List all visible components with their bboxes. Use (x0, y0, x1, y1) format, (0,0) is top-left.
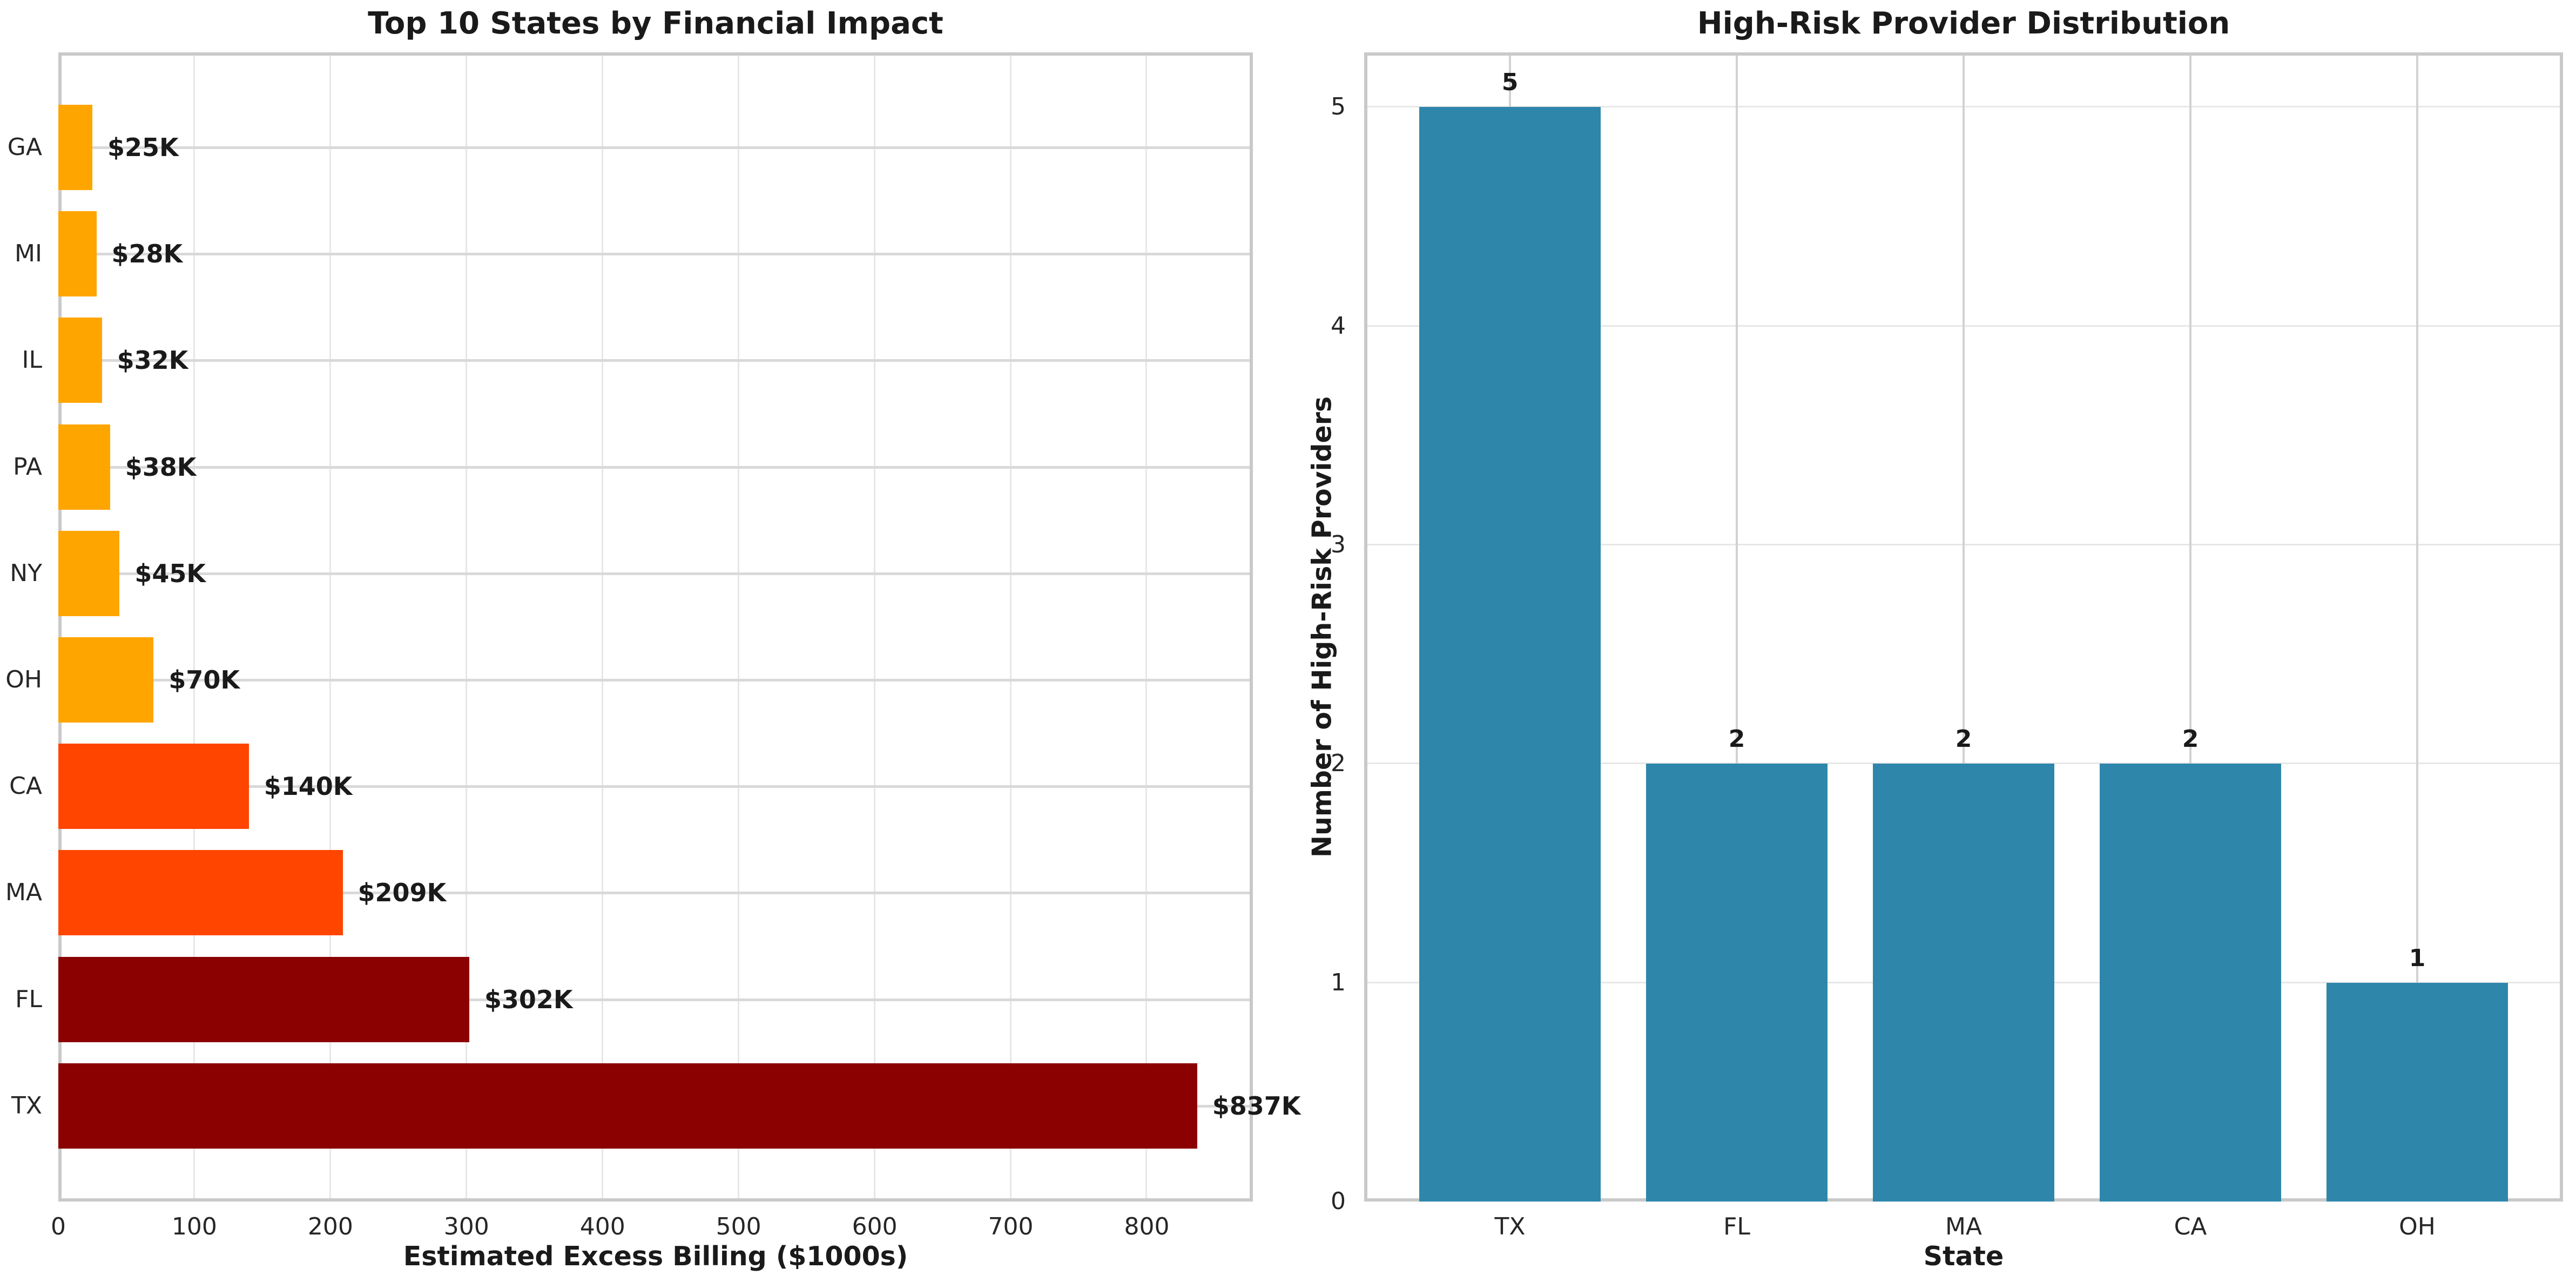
bar-PA (58, 424, 110, 510)
bar-value-label: $837K (1212, 1091, 1301, 1121)
bar-value-label: $25K (107, 133, 179, 162)
bar-value-label: 2 (2182, 725, 2199, 753)
x-tick-label: 100 (171, 1213, 217, 1240)
x-gridline (1009, 52, 1011, 1202)
row-gridline (58, 572, 1253, 575)
x-gridline (465, 52, 467, 1202)
row-gridline (58, 146, 1253, 149)
x-tick-label: CA (2174, 1213, 2207, 1240)
x-tick-label: 400 (579, 1213, 625, 1240)
y-tick-label: MA (5, 879, 42, 907)
y-tick-label: IL (22, 346, 43, 374)
y-tick-label: 4 (1331, 312, 1346, 340)
bar-FL (1646, 764, 1828, 1202)
y-tick-label: 0 (1331, 1187, 1346, 1215)
col-gridline (1963, 52, 1965, 1202)
row-gridline (58, 253, 1253, 256)
plot-border-top (58, 52, 1253, 56)
right-y-axis-label: Number of High-Risk Providers (1306, 396, 1338, 858)
col-gridline (2416, 52, 2418, 1202)
right-x-axis-label: State (1923, 1241, 2004, 1272)
x-tick-label: 700 (988, 1213, 1034, 1240)
bar-NY (58, 530, 120, 616)
x-tick-label: 0 (51, 1213, 66, 1240)
bar-MA (1873, 764, 2054, 1202)
col-gridline (1736, 52, 1738, 1202)
x-gridline (601, 52, 603, 1202)
x-tick-label: FL (1723, 1213, 1750, 1240)
plot-border-left (58, 52, 62, 1202)
bar-value-label: 2 (1955, 725, 1972, 753)
col-gridline (2189, 52, 2191, 1202)
bar-MA (58, 850, 343, 936)
plot-border-right (1250, 52, 1253, 1202)
y-tick-label: FL (15, 985, 42, 1013)
bar-value-label: $209K (358, 878, 447, 908)
row-gridline (58, 892, 1253, 895)
x-gridline (193, 52, 195, 1202)
x-gridline (329, 52, 331, 1202)
bar-TX (1419, 107, 1601, 1202)
y-tick-label: PA (13, 453, 42, 481)
bar-value-label: $70K (168, 665, 240, 694)
bar-CA (58, 744, 249, 829)
bar-CA (2100, 764, 2281, 1202)
x-tick-label: 200 (307, 1213, 353, 1240)
y-tick-label: 2 (1331, 750, 1346, 778)
bar-value-label: $28K (111, 239, 183, 269)
bar-value-label: $38K (125, 452, 197, 482)
bar-value-label: $140K (264, 772, 353, 801)
y-tick-label: 1 (1331, 968, 1346, 996)
row-gridline (58, 359, 1253, 362)
bar-value-label: 1 (2409, 944, 2426, 972)
row-gridline (58, 998, 1253, 1001)
bar-TX (58, 1063, 1197, 1149)
y-tick-label: OH (5, 666, 42, 693)
bar-OH (58, 637, 154, 723)
x-tick-label: TX (1494, 1213, 1526, 1240)
plot-border-top (1364, 52, 2563, 56)
bar-MI (58, 211, 97, 297)
plot-border-right (2560, 52, 2563, 1202)
bar-value-label: $32K (117, 346, 188, 375)
x-tick-label: 500 (716, 1213, 761, 1240)
bar-GA (58, 105, 92, 190)
x-gridline (1145, 52, 1148, 1202)
y-tick-label: CA (9, 772, 42, 800)
y-tick-label: GA (7, 133, 42, 161)
x-tick-label: 300 (443, 1213, 489, 1240)
right-chart-title: High-Risk Provider Distribution (1697, 6, 2230, 41)
bar-OH (2327, 982, 2508, 1202)
row-gridline (58, 679, 1253, 682)
y-tick-label: 5 (1331, 93, 1346, 121)
bar-value-label: 2 (1728, 725, 1745, 753)
x-tick-label: 600 (852, 1213, 898, 1240)
x-gridline (873, 52, 875, 1202)
plot-border-left (1364, 52, 1367, 1202)
bar-value-label: $302K (484, 984, 573, 1014)
plot-border-bottom (58, 1198, 1253, 1202)
x-tick-label: MA (1945, 1213, 1982, 1240)
left-chart-title: Top 10 States by Financial Impact (368, 6, 943, 41)
x-gridline (737, 52, 739, 1202)
bar-value-label: $45K (134, 558, 206, 588)
bar-IL (58, 318, 102, 403)
row-gridline (58, 465, 1253, 469)
y-tick-label: MI (15, 240, 42, 268)
bar-FL (58, 956, 469, 1042)
y-tick-label: 3 (1331, 531, 1346, 558)
x-tick-label: OH (2399, 1213, 2436, 1240)
row-gridline (58, 785, 1253, 788)
bar-value-label: 5 (1501, 69, 1519, 97)
y-tick-label: TX (11, 1091, 42, 1119)
x-tick-label: 800 (1124, 1213, 1170, 1240)
y-tick-label: NY (10, 559, 42, 587)
left-x-axis-label: Estimated Excess Billing ($1000s) (403, 1241, 908, 1272)
